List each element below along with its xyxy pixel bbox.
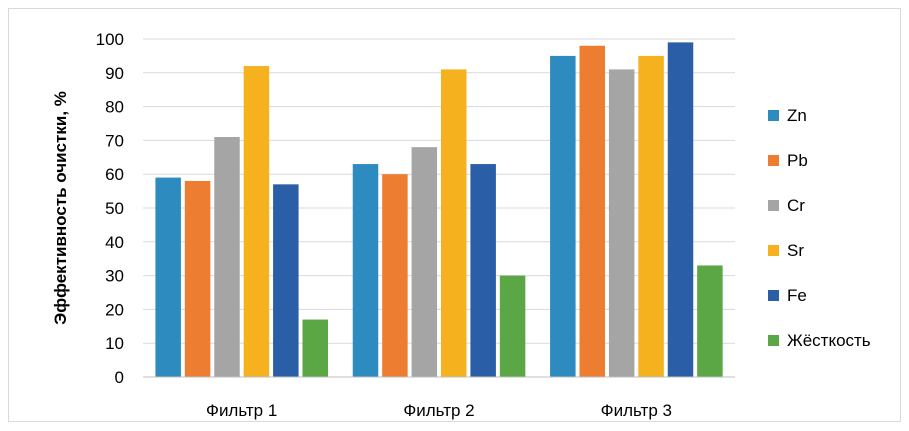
bar-fe-2: [470, 164, 496, 377]
legend-swatch-2: [768, 155, 779, 166]
legend-label: Zn: [787, 106, 807, 125]
y-tick-label: 60: [105, 165, 124, 184]
x-category-label: Фильтр 2: [403, 401, 474, 420]
y-tick-label: 20: [105, 300, 124, 319]
bar-жёсткость-2: [499, 275, 526, 377]
legend: Zn Pb Cr Sr Fe Жёсткость: [768, 106, 871, 350]
x-category-label: Фильтр 3: [601, 401, 672, 420]
bar-fe-3: [667, 42, 694, 377]
legend-swatch-4: [768, 245, 779, 256]
legend-swatch-3: [768, 200, 779, 211]
bar-cr-1: [214, 137, 240, 377]
bar-cr-2: [411, 147, 438, 377]
y-axis-label: Эффективность очистки, %: [51, 91, 70, 325]
y-tick-label: 90: [105, 64, 124, 83]
bars: [155, 42, 723, 378]
y-tick-label: 100: [96, 30, 124, 49]
legend-swatch-6: [768, 335, 779, 346]
y-axis-ticks: 0 10 20 30 40 50 60 70 80 90 100: [96, 30, 124, 387]
y-tick-label: 70: [105, 131, 124, 150]
bar-sr-3: [638, 55, 664, 378]
x-category-label: Фильтр 1: [206, 401, 277, 420]
bar-zn-2: [352, 164, 379, 377]
y-tick-label: 50: [105, 199, 124, 218]
bar-cr-3: [608, 69, 635, 378]
bar-жёсткость-1: [302, 319, 328, 377]
legend-label: Pb: [787, 151, 808, 170]
bar-sr-1: [243, 66, 270, 377]
bar-zn-3: [550, 55, 576, 378]
bar-sr-2: [441, 69, 467, 378]
x-axis-categories: Фильтр 1 Фильтр 2 Фильтр 3: [206, 401, 672, 420]
legend-label: Sr: [787, 241, 804, 260]
y-tick-label: 10: [105, 334, 124, 353]
legend-swatch-1: [768, 110, 779, 121]
bar-pb-3: [579, 45, 606, 377]
bar-fe-1: [273, 184, 299, 377]
bar-zn-1: [155, 177, 181, 377]
y-tick-label: 80: [105, 98, 124, 117]
legend-label: Cr: [787, 196, 805, 215]
gridlines: [143, 38, 735, 344]
y-tick-label: 30: [105, 267, 124, 286]
bar-pb-2: [382, 174, 408, 377]
bar-жёсткость-3: [697, 265, 723, 377]
legend-label: Жёсткость: [787, 331, 871, 350]
bar-pb-1: [184, 180, 211, 377]
legend-label: Fe: [787, 286, 807, 305]
y-tick-label: 40: [105, 233, 124, 252]
y-tick-label: 0: [115, 368, 124, 387]
legend-swatch-5: [768, 290, 779, 301]
